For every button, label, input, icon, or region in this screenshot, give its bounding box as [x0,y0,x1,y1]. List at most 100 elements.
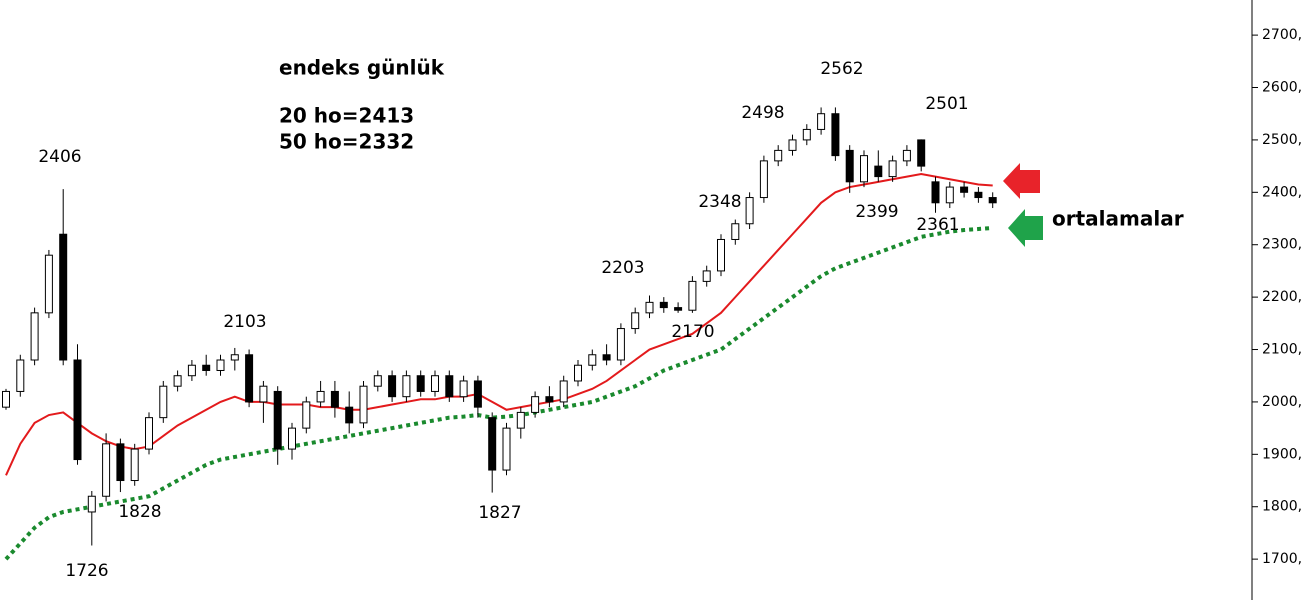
side-label: ortalamalar [1052,207,1184,231]
candle-body [888,160,897,178]
candle-body [30,312,39,361]
candle-body [531,396,540,413]
y-tick-label: 2000, [1262,394,1302,410]
candle-body [159,385,168,419]
price-annotation: 2562 [820,59,863,79]
price-annotation: 2399 [855,202,898,222]
price-annotation: 2170 [671,322,714,342]
price-annotation: 2361 [916,215,959,235]
candle-body [574,364,582,382]
y-tick-label: 2400, [1262,184,1302,200]
candle-body [330,390,339,408]
price-annotation: 2406 [38,147,81,167]
candle-body [431,375,439,392]
candle-body [473,380,482,408]
candle-body [802,128,811,141]
candle-body [173,375,182,387]
candle-body [759,160,768,199]
candle-body [631,312,640,330]
y-tick-label: 1700, [1262,551,1302,567]
price-annotation: 1828 [118,502,161,522]
candle-body [402,375,411,398]
candle-body [316,390,325,403]
candle-body [874,165,883,178]
candle-body [445,375,454,398]
candle-body [974,191,983,199]
candle-body [59,233,68,361]
subtitle: 50 ho=2332 [279,130,414,154]
y-tick-label: 2500, [1262,132,1302,148]
candle-body [702,270,711,282]
candle-body [187,364,196,377]
candle-body [87,495,96,513]
candle-body [230,354,239,361]
candle-body [831,113,840,157]
price-annotation: 1827 [478,503,521,523]
candle-body [116,443,125,482]
candle-body [616,328,625,361]
candle-body [16,359,25,392]
candle-body [745,197,754,225]
candle-body [73,359,82,461]
price-annotation: 2348 [698,192,741,212]
candle-body [559,380,568,403]
candle-body [545,396,554,403]
candle-body [931,181,940,204]
price-annotation: 2498 [741,103,784,123]
candle-body [102,443,111,497]
candle-body [688,280,697,311]
candle-body [288,427,296,450]
candle-body [588,354,597,366]
candle-body [359,385,368,424]
price-annotation: 2103 [223,312,266,332]
candle-body [259,385,268,403]
candle-body [717,238,725,272]
candle-body [202,364,211,371]
candle-body [373,375,382,387]
candle-body [273,390,282,450]
candle-body [145,417,153,450]
candle-body [845,149,854,183]
chart-title: endeks günlük [279,56,445,80]
candle-body [130,448,139,482]
candle-body [488,417,497,471]
candle-body [860,155,868,183]
price-annotation: 2203 [601,258,644,278]
moving-average [5,172,993,476]
candle-body [731,223,740,240]
candle-body [245,354,254,403]
candle-body [774,149,783,162]
candle-body [502,427,511,471]
candle-body [674,307,683,311]
candle-body [516,411,525,429]
candle-body [2,390,10,408]
candle-body [659,301,668,309]
y-tick-label: 2100, [1262,342,1302,358]
y-tick-label: 2600, [1262,80,1302,96]
candle-body [459,380,468,398]
candle-body [960,186,969,193]
candle-body [917,139,926,167]
candle-body [817,113,826,130]
candle-body [44,254,53,314]
candle-body [945,186,954,204]
green-arrow [1008,209,1043,247]
candle-body [788,139,797,151]
candle-body [988,197,997,204]
candle-body [645,301,654,314]
subtitle: 20 ho=2413 [279,104,414,128]
candle-body [902,149,911,162]
moving-average [4,225,993,561]
price-annotation: 2501 [925,94,968,114]
candle-body [302,401,311,429]
candle-body [416,375,425,392]
candle-body [216,359,225,371]
y-tick-label: 1900, [1262,446,1302,462]
y-tick-label: 2200, [1262,289,1302,305]
y-tick-label: 1800, [1262,499,1302,515]
candle-body [345,406,354,424]
y-tick-label: 2700, [1262,27,1302,43]
red-arrow [1003,163,1040,199]
candle-body [602,354,611,361]
candle-body [388,375,397,398]
